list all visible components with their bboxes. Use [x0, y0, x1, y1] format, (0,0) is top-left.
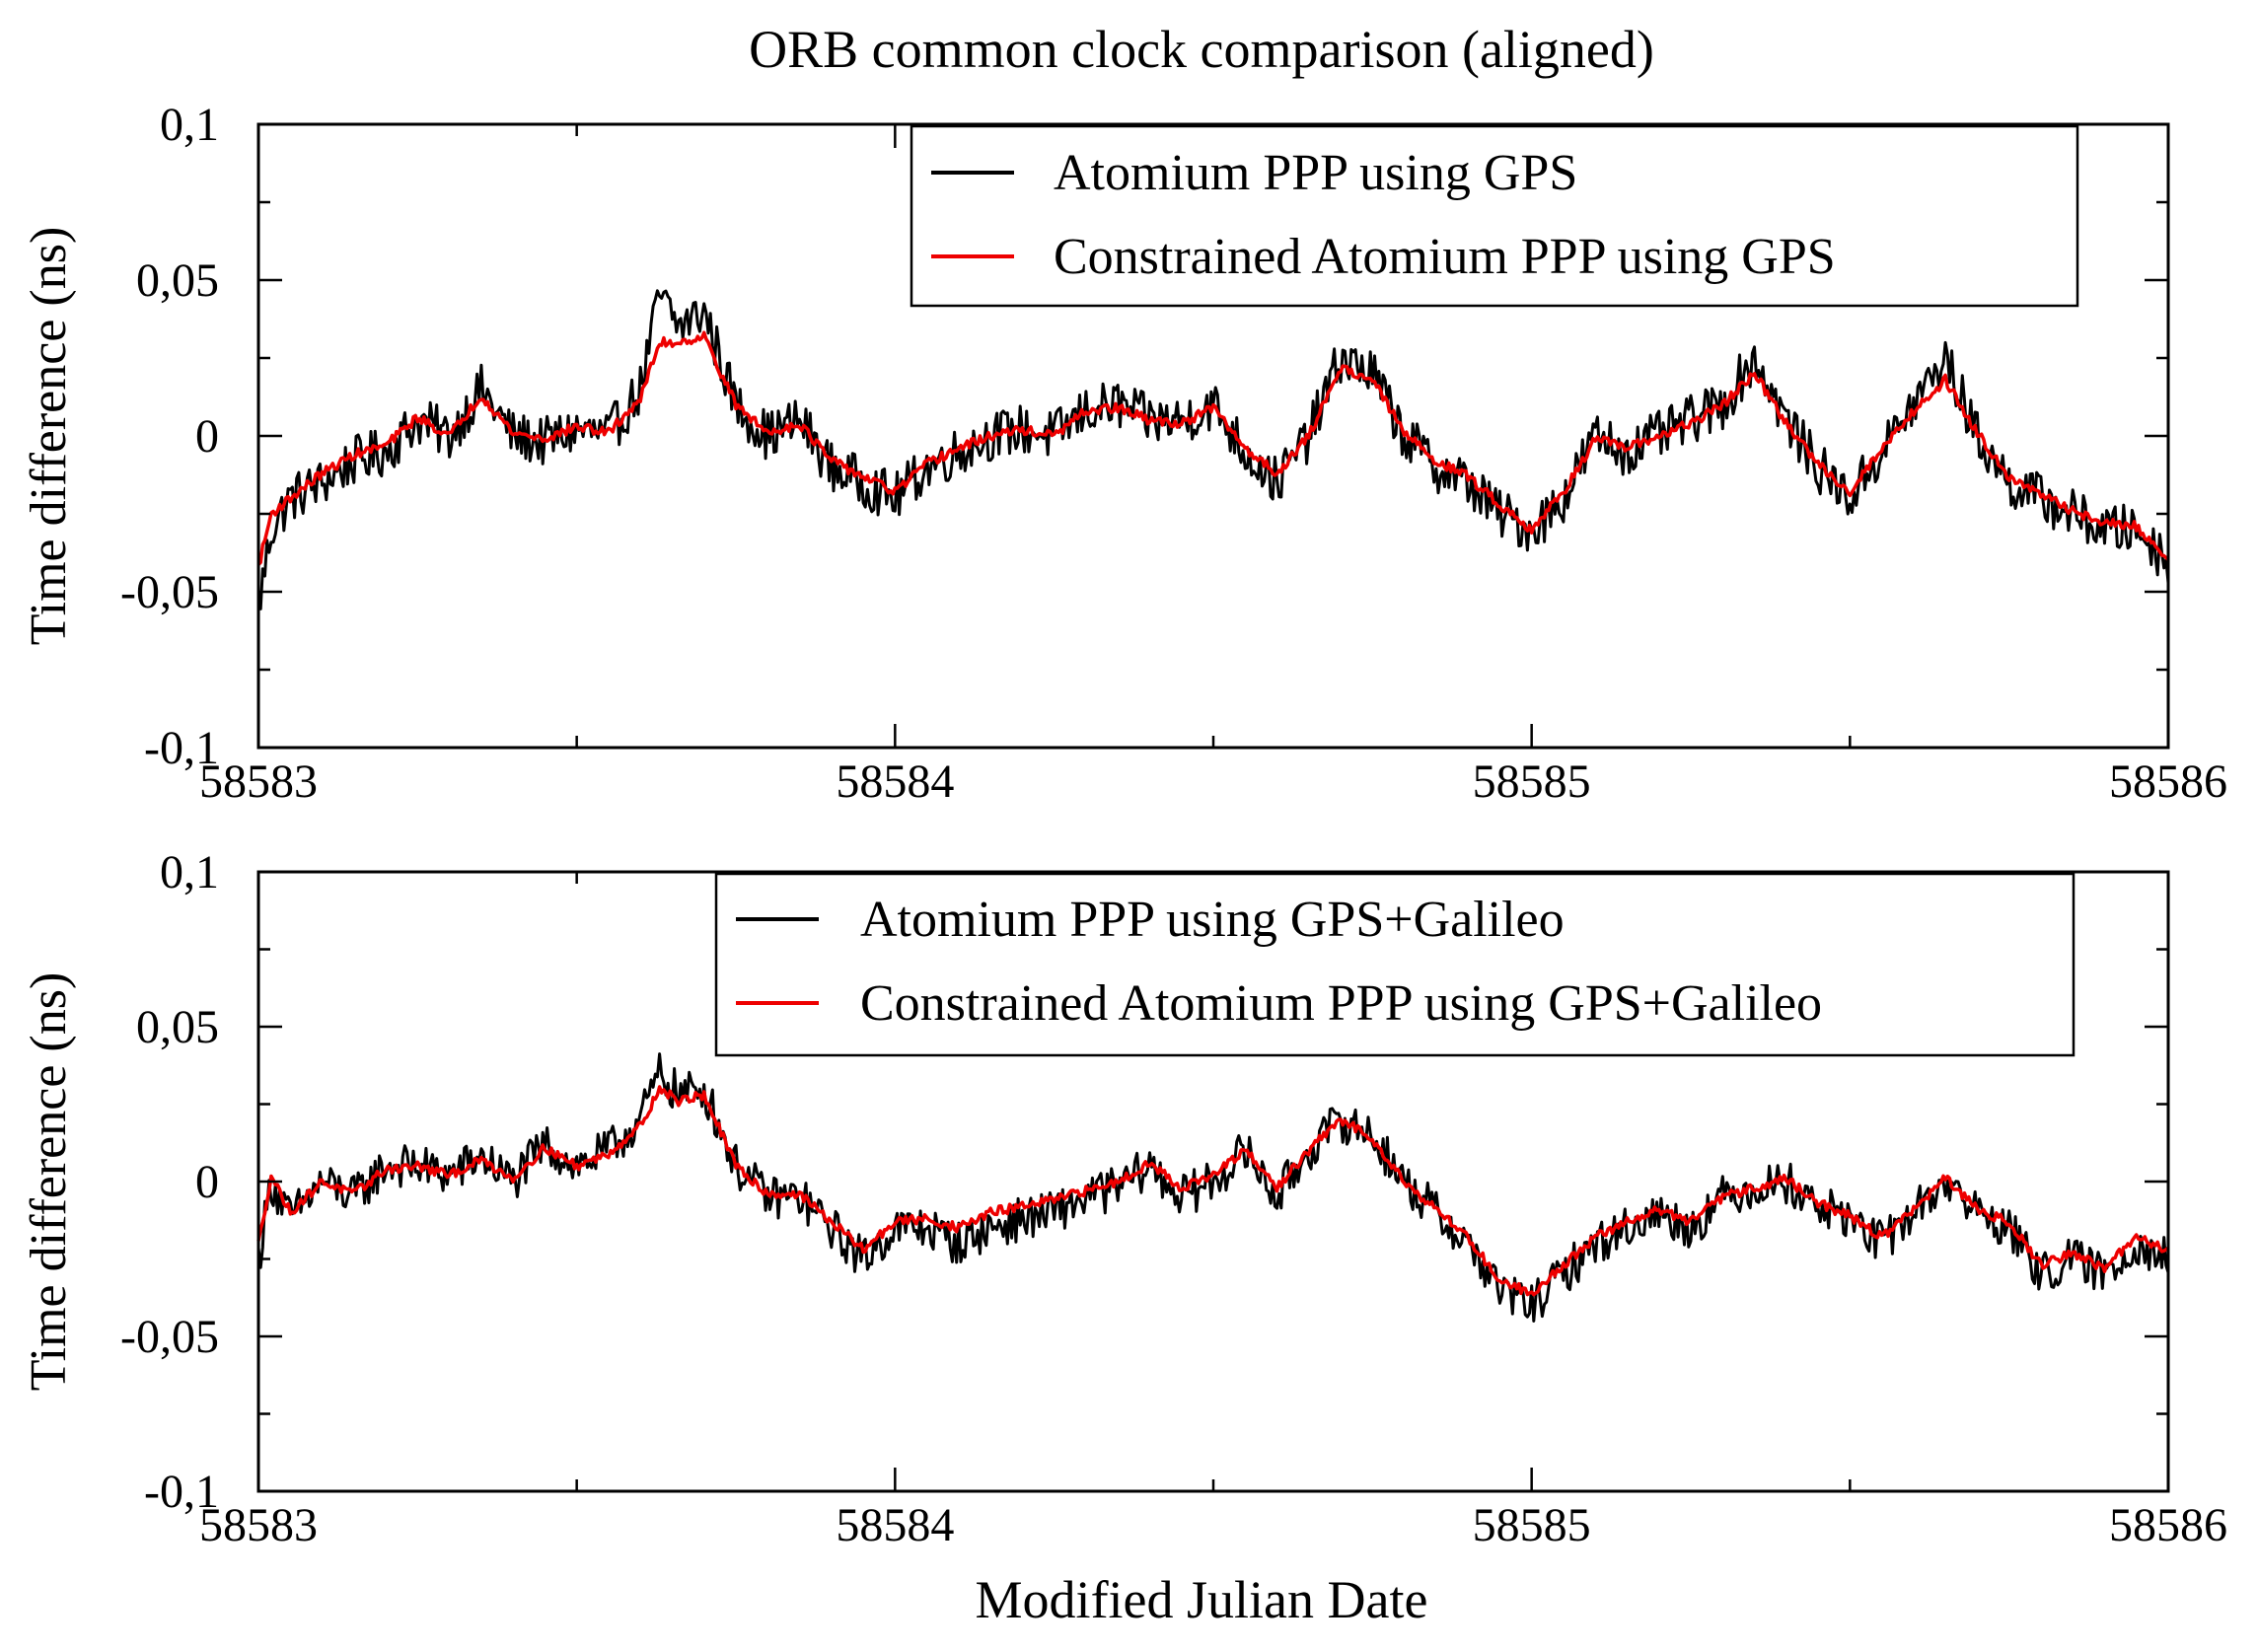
bottom-y-tick-label: -0,1 — [144, 1466, 219, 1518]
bottom-y-tick-label: -0,05 — [120, 1311, 219, 1363]
top-legend-box — [910, 124, 2079, 308]
top-plot-series — [256, 289, 2170, 611]
bottom-legend-label-constrained: Constrained Atomium PPP using GPS+Galile… — [860, 975, 1822, 1032]
top-y-axis-label: Time difference (ns) — [21, 227, 77, 646]
bottom-x-ticks: 58583 58584 58585 58586 — [199, 872, 2227, 1551]
bottom-series-constrained-line — [256, 1085, 2170, 1297]
x-axis-label: Modified Julian Date — [976, 1570, 1428, 1629]
top-legend: Atomium PPP using GPS Constrained Atomiu… — [910, 124, 2079, 308]
bottom-legend-box — [714, 872, 2076, 1057]
top-x-tick-label: 58585 — [1473, 755, 1591, 808]
bottom-y-tick-label: 0,1 — [160, 846, 219, 898]
bottom-panel: 58583 58584 58585 58586 -0,1 -0,05 0 0,05 0,1 T… — [21, 846, 2227, 1629]
top-y-tick-label: 0,05 — [136, 254, 219, 307]
top-series-raw-line — [256, 289, 2170, 611]
bottom-y-tick-label: 0,05 — [136, 1001, 219, 1053]
top-y-tick-label: 0,1 — [160, 99, 219, 151]
top-y-tick-label: -0,1 — [144, 722, 219, 774]
bottom-x-tick-label: 58583 — [199, 1499, 318, 1551]
bottom-x-tick-label: 58584 — [836, 1499, 954, 1551]
top-legend-label-constrained: Constrained Atomium PPP using GPS — [1054, 229, 1836, 285]
top-x-tick-label: 58586 — [2109, 755, 2227, 808]
top-x-tick-label: 58583 — [199, 755, 318, 808]
bottom-legend: Atomium PPP using GPS+Galileo Constraine… — [714, 872, 2076, 1057]
bottom-x-tick-label: 58585 — [1473, 1499, 1591, 1551]
top-series-constrained-line — [256, 330, 2170, 566]
figure-title: ORB common clock comparison (aligned) — [749, 20, 1654, 79]
top-y-tick-label: 0 — [195, 410, 219, 463]
bottom-y-axis-label: Time difference (ns) — [21, 972, 77, 1392]
bottom-y-tick-label: 0 — [195, 1156, 219, 1208]
top-panel: 58583 58584 58585 58586 -0,1 -0,05 0 0,05 0,1 T… — [21, 99, 2227, 808]
bottom-x-tick-label: 58586 — [2109, 1499, 2227, 1551]
top-x-tick-label: 58584 — [836, 755, 954, 808]
top-legend-label-raw: Atomium PPP using GPS — [1054, 145, 1577, 201]
bottom-legend-label-raw: Atomium PPP using GPS+Galileo — [860, 892, 1565, 948]
bottom-series-raw-line — [256, 1052, 2170, 1323]
top-y-tick-label: -0,05 — [120, 566, 219, 618]
bottom-y-ticks: -0,1 -0,05 0 0,05 0,1 — [120, 846, 2168, 1518]
top-y-ticks: -0,1 -0,05 0 0,05 0,1 — [120, 99, 2168, 774]
bottom-plot-series — [256, 1052, 2170, 1323]
